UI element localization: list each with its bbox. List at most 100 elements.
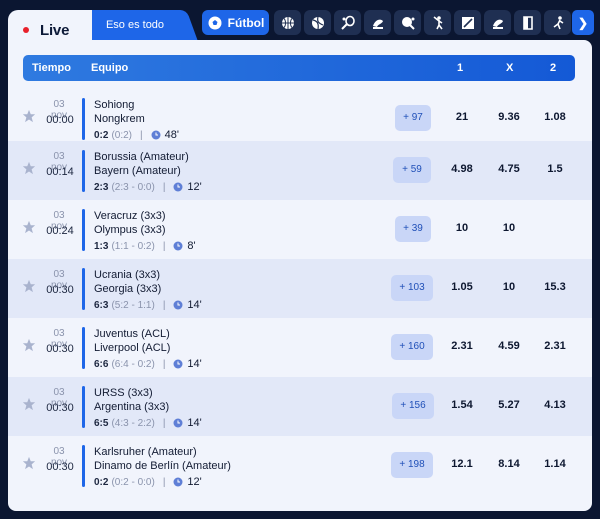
header-col-1: 1 xyxy=(457,62,464,74)
header-col-2: 2 xyxy=(550,62,557,74)
odd-x[interactable]: 8.14 xyxy=(498,458,520,470)
team-away[interactable]: Georgia (3x3) xyxy=(94,283,162,295)
team-away[interactable]: Nongkrem xyxy=(94,113,145,125)
odd-2[interactable]: 2.31 xyxy=(544,340,566,352)
team-away[interactable]: Liverpool (ACL) xyxy=(94,342,171,354)
score: 6:5 xyxy=(94,417,109,429)
odd-2[interactable]: 15.3 xyxy=(544,281,566,293)
more-markets-button[interactable]: + 198 xyxy=(391,452,433,478)
sport-tab-hockey[interactable] xyxy=(364,10,391,35)
match-row[interactable]: 03 nov 00:14 Borussia (Amateur) Bayern (Ama… xyxy=(8,141,592,200)
odd-1[interactable]: 2.31 xyxy=(451,340,473,352)
odd-1[interactable]: 4.98 xyxy=(451,163,473,175)
sport-tab-esports[interactable] xyxy=(454,10,481,35)
clock-icon xyxy=(173,300,183,310)
favorite-star-icon[interactable] xyxy=(22,397,36,411)
cricket-icon xyxy=(553,15,563,29)
favorite-star-icon[interactable] xyxy=(22,220,36,234)
sport-tab-basketball[interactable] xyxy=(274,10,301,35)
score-detail: (6:4 - 0:2) xyxy=(111,358,155,370)
match-row[interactable]: 03 nov 00:30 Juventus (ACL) Liverpool (ACL)… xyxy=(8,318,592,377)
more-markets-button[interactable]: + 160 xyxy=(391,334,433,360)
match-time: 00:30 xyxy=(46,461,74,473)
team-home[interactable]: Karlsruher (Amateur) xyxy=(94,446,197,458)
match-minute: 12' xyxy=(187,181,202,193)
team-home[interactable]: Juventus (ACL) xyxy=(94,328,170,340)
score-detail: (1:1 - 0:2) xyxy=(111,240,155,252)
match-time: 00:30 xyxy=(46,402,74,414)
score: 0:2 xyxy=(94,129,109,141)
sport-tab-volleyball[interactable] xyxy=(304,10,331,35)
odd-1[interactable]: 10 xyxy=(455,222,469,234)
more-markets-button[interactable]: + 103 xyxy=(391,275,433,301)
odd-1[interactable]: 12.1 xyxy=(451,458,473,470)
team-home[interactable]: URSS (3x3) xyxy=(94,387,153,399)
header-tiempo: Tiempo xyxy=(32,62,71,74)
sport-tab-tennis[interactable] xyxy=(334,10,361,35)
more-markets-button[interactable]: + 59 xyxy=(393,157,431,183)
match-row[interactable]: 03 nov 00:24 Veracruz (3x3) Olympus (3x3) 1:… xyxy=(8,200,592,259)
odd-2[interactable]: 1.08 xyxy=(544,111,566,123)
basketball-icon xyxy=(281,16,294,29)
match-row[interactable]: 03 nov 00:30 Karlsruher (Amateur) Dinamo de… xyxy=(8,436,592,495)
separator: | xyxy=(162,181,166,193)
favorite-star-icon[interactable] xyxy=(22,338,36,352)
score-detail: (2:3 - 0:0) xyxy=(111,181,155,193)
favorite-star-icon[interactable] xyxy=(22,161,36,175)
team-home[interactable]: Ucrania (3x3) xyxy=(94,269,161,281)
more-markets-button[interactable]: + 97 xyxy=(395,105,431,131)
sport-tab-handball[interactable] xyxy=(514,10,541,35)
odd-x[interactable]: 4.59 xyxy=(498,340,520,352)
odd-x[interactable]: 4.75 xyxy=(498,163,520,175)
sport-tab-futbol[interactable]: Fútbol xyxy=(202,10,269,35)
favorite-star-icon[interactable] xyxy=(22,279,36,293)
team-away[interactable]: Olympus (3x3) xyxy=(94,224,166,236)
team-home[interactable]: Sohiong xyxy=(94,99,135,111)
separator: | xyxy=(162,240,166,252)
odd-2[interactable]: 4.13 xyxy=(544,399,566,411)
sport-tab-cricket[interactable] xyxy=(544,10,571,35)
more-markets-button[interactable]: + 39 xyxy=(395,216,431,242)
team-away[interactable]: Argentina (3x3) xyxy=(94,401,170,413)
tab-eso-es-todo[interactable]: Eso es todo xyxy=(105,19,165,31)
clock-icon xyxy=(173,241,183,251)
more-markets-button[interactable]: + 156 xyxy=(392,393,434,419)
match-date: 03 nov xyxy=(50,446,68,468)
esports-icon xyxy=(461,16,474,29)
separator: | xyxy=(162,476,166,488)
match-minute: 48' xyxy=(164,129,179,141)
sport-tab-fencing[interactable] xyxy=(424,10,451,35)
score-line: 1:3 (1:1 - 0:2) | 8' xyxy=(94,240,196,252)
chevron-right-icon[interactable]: ❯ xyxy=(572,10,594,35)
score-detail: (0:2 - 0:0) xyxy=(111,476,155,488)
team-home[interactable]: Borussia (Amateur) xyxy=(94,151,189,163)
odd-1[interactable]: 21 xyxy=(455,111,469,123)
match-row[interactable]: 03 nov 00:30 URSS (3x3) Argentina (3x3) 6:5(… xyxy=(8,377,592,436)
match-row[interactable]: 03 nov 00:30 Ucrania (3x3) Georgia (3x3) 6:3… xyxy=(8,259,592,318)
match-minute: 12' xyxy=(187,476,202,488)
live-indicator-bar xyxy=(82,209,85,251)
odd-2[interactable]: 1.14 xyxy=(544,458,566,470)
sport-tab-ping-pong[interactable] xyxy=(394,10,421,35)
odd-x[interactable]: 10 xyxy=(502,281,516,293)
volleyball-icon xyxy=(311,16,324,29)
odd-x[interactable]: 9.36 xyxy=(498,111,520,123)
match-row[interactable]: 03 nov 00:00 Sohiong Nongkrem 0:2 (0:2) | 48' + … xyxy=(8,89,592,148)
match-date: 03 nov xyxy=(50,269,68,291)
odd-x[interactable]: 10 xyxy=(502,222,516,234)
team-away[interactable]: Dinamo de Berlín (Amateur) xyxy=(94,460,231,472)
soccer-ball-icon xyxy=(208,16,222,29)
favorite-star-icon[interactable] xyxy=(22,456,36,470)
odd-1[interactable]: 1.54 xyxy=(451,399,473,411)
clock-icon xyxy=(173,477,183,487)
favorite-star-icon[interactable] xyxy=(22,109,36,123)
match-time: 00:00 xyxy=(46,114,74,126)
odd-1[interactable]: 1.05 xyxy=(451,281,473,293)
team-away[interactable]: Bayern (Amateur) xyxy=(94,165,181,177)
team-home[interactable]: Veracruz (3x3) xyxy=(94,210,166,222)
live-indicator-bar xyxy=(82,268,85,310)
sport-tab-baseball[interactable] xyxy=(484,10,511,35)
separator: | xyxy=(162,358,166,370)
odd-2[interactable]: 1.5 xyxy=(547,163,563,175)
odd-x[interactable]: 5.27 xyxy=(498,399,520,411)
